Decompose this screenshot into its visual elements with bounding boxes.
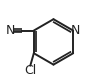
Text: Cl: Cl [24, 64, 36, 77]
Text: N: N [5, 24, 15, 37]
Text: N: N [71, 24, 80, 37]
